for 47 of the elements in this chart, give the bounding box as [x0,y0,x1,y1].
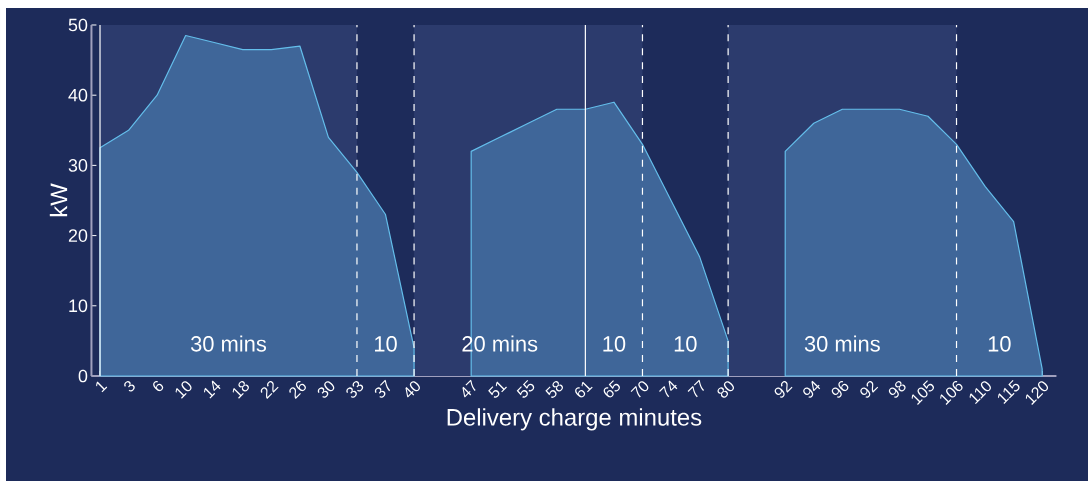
x-tick-label: 92 [860,380,879,398]
x-tick-label: 14 [204,380,221,399]
x-tick-label: 74 [659,380,678,398]
x-tick-label: 115 [997,380,1020,404]
x-tick-label: 77 [687,379,705,398]
x-tick-label: 1 [96,381,108,393]
x-tick-label: 6 [153,380,164,392]
x-tick-label: 94 [803,380,821,398]
x-tick-label: 40 [405,381,420,398]
y-tick-label: 10 [69,299,88,313]
x-tick-label: 92 [774,380,793,398]
x-tick-label: 26 [289,380,306,399]
x-tick-label: 61 [575,381,593,398]
y-tick-label: 20 [68,229,88,242]
x-tick-label: 37 [374,379,391,398]
annotation: 10 [674,336,697,352]
y-tick-label: 30 [68,159,88,172]
y-tick-label: 50 [68,18,88,32]
x-tick-label: 10 [175,381,192,399]
x-tick-label: 105 [911,380,935,405]
annotation: 30 mins [190,335,267,352]
x-tick-label: 3 [124,380,135,392]
annotation: 30 mins [804,335,880,352]
x-tick-label: 51 [488,381,507,398]
x-tick-label: 110 [969,381,991,405]
x-tick-label: 30 [317,381,335,398]
x-tick-label: 80 [717,381,735,398]
x-tick-label: 106 [940,380,963,405]
x-tick-label: 58 [545,380,564,398]
x-tick-label: 70 [630,381,649,398]
x-tick-label: 33 [346,380,364,398]
x-tick-label: 18 [232,380,249,399]
x-tick-label: 96 [831,380,849,398]
x-tick-label: 120 [1025,381,1049,405]
y-axis-title: kW [49,183,68,217]
y-tick-label: 0 [78,369,88,383]
x-tick-label: 98 [888,380,906,398]
y-tick-label: 40 [68,88,88,102]
x-tick-label: 47 [462,379,476,398]
annotation: 10 [375,336,397,352]
x-tick-label: 22 [260,380,279,399]
x-tick-label: 65 [603,380,620,398]
annotation: 10 [603,336,626,352]
annotation: 10 [988,336,1011,352]
annotation: 20 mins [462,335,538,352]
x-axis-title: Delivery charge minutes [447,408,702,431]
x-tick-label: 55 [516,380,535,398]
